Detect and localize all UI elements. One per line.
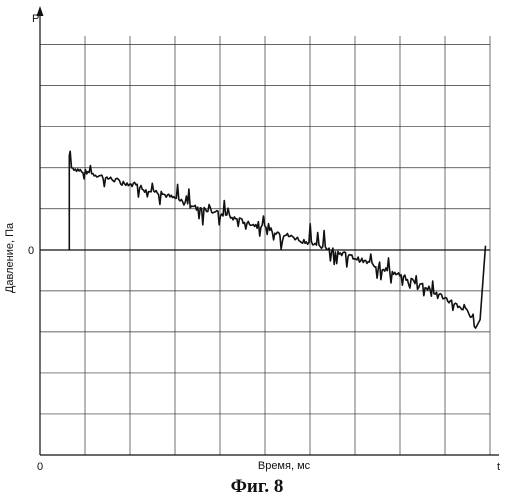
x-axis-symbol: t (497, 461, 500, 473)
grid (40, 36, 490, 455)
origin-label: 0 (37, 461, 43, 473)
x-axis-label: Время, мс (258, 460, 311, 472)
pressure-series-line (69, 151, 485, 328)
figure-caption: Фиг. 8 (231, 476, 284, 497)
zero-tick-label: 0 (28, 245, 34, 257)
y-axis-label: Давление, Па (4, 222, 16, 293)
y-axis-symbol: P (32, 13, 39, 25)
